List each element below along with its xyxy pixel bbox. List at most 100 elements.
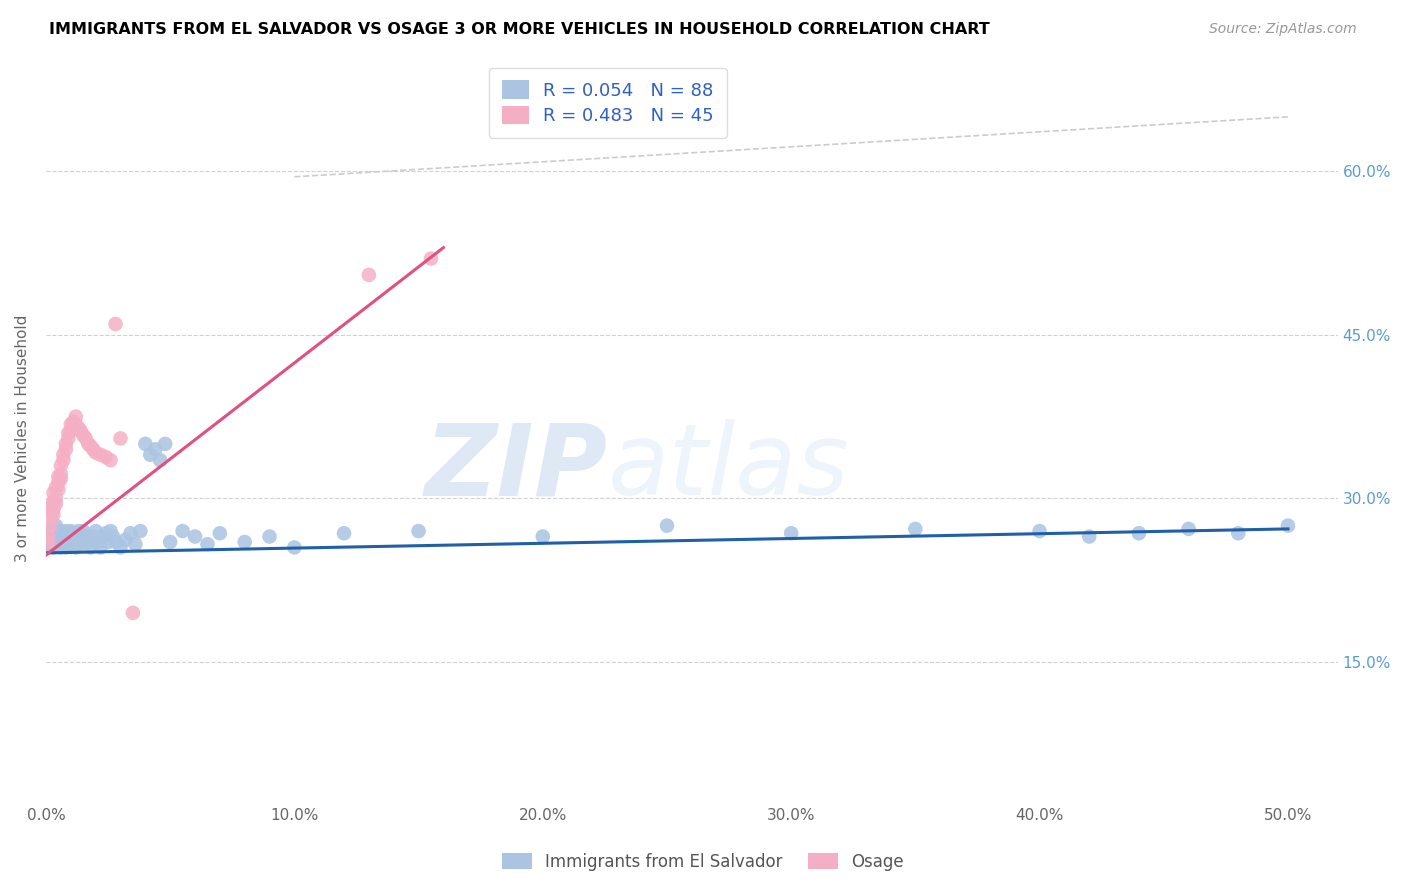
Point [153, 437, 176, 451]
Point [143, 442, 166, 457]
Point [77, 437, 100, 451]
Point [42, 524, 65, 538]
Point [39, 497, 62, 511]
Point [49, 529, 72, 543]
Point [104, 317, 127, 331]
Point [1078, 529, 1101, 543]
Point [58, 425, 80, 440]
Point [75, 432, 97, 446]
Point [101, 529, 124, 543]
Point [65, 409, 87, 424]
Point [134, 437, 156, 451]
Point [52, 526, 75, 541]
Text: Source: ZipAtlas.com: Source: ZipAtlas.com [1209, 22, 1357, 37]
Point [65, 535, 87, 549]
Legend: R = 0.054   N = 88, R = 0.483   N = 45: R = 0.054 N = 88, R = 0.483 N = 45 [489, 68, 727, 138]
Point [69, 424, 91, 438]
Point [124, 537, 146, 551]
Point [59, 424, 82, 438]
Point [42, 535, 65, 549]
Point [39, 537, 62, 551]
Point [39, 526, 62, 541]
Point [42, 502, 65, 516]
Point [55, 541, 77, 555]
Point [1177, 522, 1199, 536]
Point [62, 415, 84, 429]
Point [49, 458, 72, 473]
Point [77, 535, 100, 549]
Point [84, 524, 107, 538]
Point [72, 428, 94, 442]
Point [37, 529, 59, 543]
Point [49, 535, 72, 549]
Point [79, 439, 101, 453]
Point [49, 467, 72, 482]
Point [37, 524, 59, 538]
Point [104, 535, 127, 549]
Point [159, 535, 181, 549]
Point [42, 541, 65, 555]
Point [52, 448, 75, 462]
Point [45, 491, 67, 506]
Point [139, 448, 162, 462]
Point [69, 537, 91, 551]
Point [48, 524, 70, 538]
Point [94, 526, 117, 541]
Point [37, 535, 59, 549]
Point [1277, 518, 1299, 533]
Point [408, 524, 430, 538]
Point [48, 535, 70, 549]
Text: atlas: atlas [607, 419, 849, 516]
Point [37, 529, 59, 543]
Point [69, 526, 91, 541]
Point [58, 432, 80, 446]
Point [45, 481, 67, 495]
Point [94, 450, 117, 464]
Point [420, 252, 443, 266]
Point [72, 533, 94, 547]
Point [52, 453, 75, 467]
Point [72, 524, 94, 538]
Text: IMMIGRANTS FROM EL SALVADOR VS OSAGE 3 OR MORE VEHICLES IN HOUSEHOLD CORRELATION: IMMIGRANTS FROM EL SALVADOR VS OSAGE 3 O… [49, 22, 990, 37]
Point [149, 453, 172, 467]
Point [65, 417, 87, 432]
Y-axis label: 3 or more Vehicles in Household: 3 or more Vehicles in Household [15, 315, 30, 562]
Point [184, 529, 207, 543]
Point [87, 535, 110, 549]
Point [197, 537, 219, 551]
Point [904, 522, 927, 536]
Point [55, 533, 77, 547]
Point [55, 524, 77, 538]
Point [208, 526, 231, 541]
Point [100, 453, 122, 467]
Point [1028, 524, 1050, 538]
Point [42, 529, 65, 543]
Point [333, 526, 356, 541]
Point [91, 529, 114, 543]
Point [655, 518, 678, 533]
Point [48, 526, 70, 541]
Point [67, 529, 90, 543]
Point [120, 526, 142, 541]
Point [49, 524, 72, 538]
Point [531, 529, 554, 543]
Point [59, 524, 82, 538]
Point [122, 606, 145, 620]
Point [172, 524, 194, 538]
Point [75, 529, 97, 543]
Point [129, 524, 152, 538]
Point [48, 483, 70, 497]
Point [45, 533, 67, 547]
Point [59, 537, 82, 551]
Point [82, 442, 104, 457]
Point [65, 541, 87, 555]
Point [39, 508, 62, 522]
Point [42, 497, 65, 511]
Point [52, 537, 75, 551]
Point [100, 524, 122, 538]
Point [45, 518, 67, 533]
Point [45, 537, 67, 551]
Point [37, 535, 59, 549]
Point [233, 535, 256, 549]
Point [1227, 526, 1250, 541]
